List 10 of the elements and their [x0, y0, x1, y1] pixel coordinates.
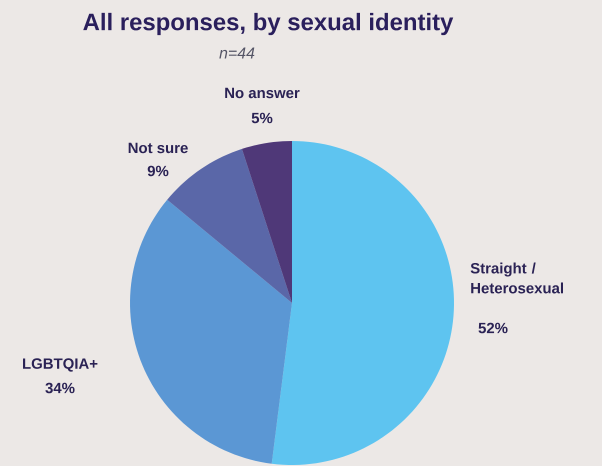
data-label: 5% [252, 112, 272, 124]
slice-label: LGBTQIA+ [23, 358, 98, 372]
data-label: 9% [148, 166, 168, 176]
chart-title: All responses, by sexual identity [83, 12, 454, 36]
data-label: 34% [45, 382, 75, 394]
data-label: 52% [478, 322, 508, 334]
slice-label: Not sure [128, 142, 188, 154]
chart-subtitle: n=44 [219, 48, 254, 58]
slice-label: Straight / Heterosexual [470, 262, 563, 294]
slice-label: No answer [225, 88, 300, 98]
